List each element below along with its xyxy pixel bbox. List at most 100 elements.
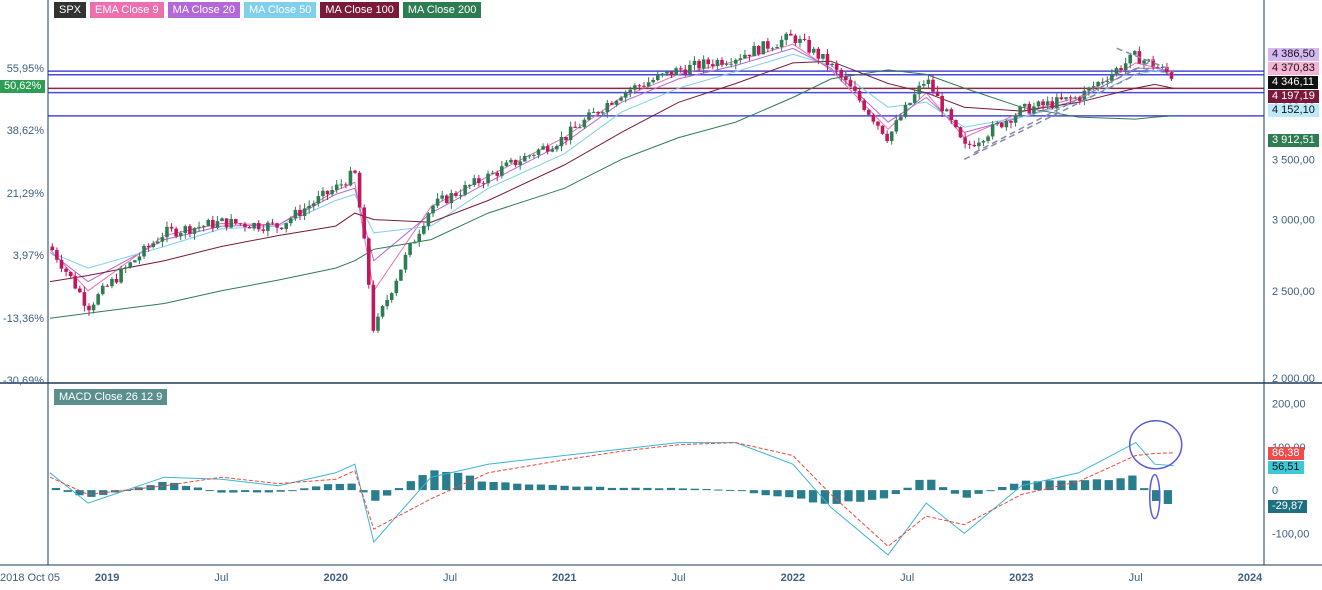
candle-body[interactable] [105, 285, 110, 287]
candle-body[interactable] [908, 102, 912, 105]
candle-body[interactable] [977, 142, 981, 147]
macd-legend[interactable]: MACD Close 26 12 9 [54, 389, 168, 405]
candle-body[interactable] [431, 205, 435, 214]
candle-body[interactable] [1004, 121, 1009, 128]
candle-body[interactable] [353, 170, 357, 173]
candle-body[interactable] [536, 149, 541, 155]
candle-body[interactable] [1059, 97, 1064, 100]
macd-hist-bar[interactable] [383, 490, 392, 496]
candle-body[interactable] [1100, 81, 1105, 83]
candle-body[interactable] [697, 60, 701, 69]
candle-body[interactable] [637, 85, 642, 87]
macd-hist-bar[interactable] [300, 488, 309, 491]
macd-hist-bar[interactable] [276, 490, 285, 492]
candle-body[interactable] [674, 68, 678, 76]
candle-body[interactable] [119, 268, 123, 283]
candle-body[interactable] [192, 227, 197, 234]
candle-body[interactable] [550, 149, 555, 152]
candle-body[interactable] [986, 136, 990, 141]
macd-hist-bar[interactable] [584, 486, 593, 491]
candle-body[interactable] [197, 226, 201, 228]
candle-body[interactable] [100, 285, 105, 295]
macd-hist-bar[interactable] [761, 490, 770, 496]
candle-body[interactable] [669, 71, 674, 76]
macd-plot-area[interactable] [49, 419, 1183, 556]
candle-body[interactable] [853, 86, 857, 91]
candle-body[interactable] [958, 127, 963, 138]
candle-body[interactable] [458, 194, 463, 196]
candle-body[interactable] [541, 146, 545, 150]
candle-body[interactable] [142, 245, 146, 257]
candle-body[interactable] [394, 280, 399, 294]
candle-body[interactable] [738, 58, 743, 60]
macd-hist-bar[interactable] [560, 485, 569, 491]
candle-body[interactable] [922, 84, 926, 86]
candle-body[interactable] [444, 195, 449, 204]
candle-body[interactable] [628, 89, 633, 93]
macd-hist-bar[interactable] [252, 490, 262, 493]
candle-body[interactable] [1022, 103, 1027, 107]
candle-body[interactable] [724, 63, 729, 65]
macd-hist-bar[interactable] [347, 483, 356, 491]
legend-ema9[interactable]: EMA Close 9 [90, 2, 164, 18]
candle-body[interactable] [399, 269, 403, 281]
macd-hist-bar[interactable] [950, 490, 960, 494]
macd-hist-bar[interactable] [323, 484, 333, 491]
macd-hist-bar[interactable] [430, 470, 439, 491]
candle-body[interactable] [1064, 97, 1068, 100]
candle-body[interactable] [651, 79, 655, 83]
macd-hist-bar[interactable] [217, 490, 226, 493]
macd-hist-bar[interactable] [1045, 480, 1054, 491]
candle-body[interactable] [1055, 97, 1059, 109]
candle-body[interactable] [775, 47, 779, 49]
candle-body[interactable] [87, 305, 91, 311]
macd-hist-bar[interactable] [205, 490, 214, 492]
candle-body[interactable] [509, 159, 513, 163]
candle-body[interactable] [490, 172, 495, 174]
legend-spx[interactable]: SPX [54, 2, 87, 18]
candle-body[interactable] [949, 109, 954, 121]
candle-body[interactable] [110, 278, 114, 287]
candle-body[interactable] [811, 48, 816, 53]
candle-body[interactable] [1013, 115, 1018, 123]
macd-hist-bar[interactable] [690, 488, 699, 491]
macd-hist-bar[interactable] [714, 489, 723, 491]
candle-body[interactable] [940, 96, 944, 112]
candle-body[interactable] [793, 35, 798, 43]
macd-hist-bar[interactable] [927, 479, 936, 491]
macd-hist-bar[interactable] [75, 490, 84, 496]
candle-body[interactable] [513, 159, 518, 166]
macd-hist-bar[interactable] [998, 486, 1007, 491]
candle-body[interactable] [275, 223, 279, 228]
candle-body[interactable] [633, 85, 637, 90]
macd-hist-bar[interactable] [241, 490, 250, 493]
candle-body[interactable] [211, 220, 215, 228]
candle-body[interactable] [899, 116, 903, 121]
candle-body[interactable] [266, 222, 270, 231]
candle-body[interactable] [247, 226, 252, 229]
macd-hist-bar[interactable] [631, 487, 640, 491]
candle-body[interactable] [711, 64, 715, 66]
macd-hist-bar[interactable] [797, 490, 806, 499]
candle-body[interactable] [1041, 101, 1045, 106]
candle-body[interactable] [1096, 82, 1100, 87]
candle-body[interactable] [449, 193, 454, 204]
candle-body[interactable] [133, 260, 137, 263]
candle-body[interactable] [1068, 97, 1073, 99]
macd-line[interactable] [49, 441, 1174, 556]
macd-hist-bar[interactable] [229, 490, 238, 493]
candle-body[interactable] [660, 73, 665, 75]
candle-body[interactable] [688, 64, 692, 75]
candle-body[interactable] [307, 205, 311, 209]
macd-hist-bar[interactable] [962, 490, 971, 498]
macd-hist-bar[interactable] [1092, 479, 1102, 491]
candle-body[interactable] [931, 79, 935, 92]
candle-body[interactable] [1050, 101, 1055, 109]
candle-body[interactable] [500, 166, 504, 176]
macd-hist-bar[interactable] [335, 483, 344, 491]
candle-body[interactable] [619, 97, 623, 101]
candle-body[interactable] [243, 223, 247, 227]
candle-body[interactable] [454, 193, 458, 196]
candle-body[interactable] [73, 276, 78, 289]
candle-body[interactable] [302, 208, 307, 217]
